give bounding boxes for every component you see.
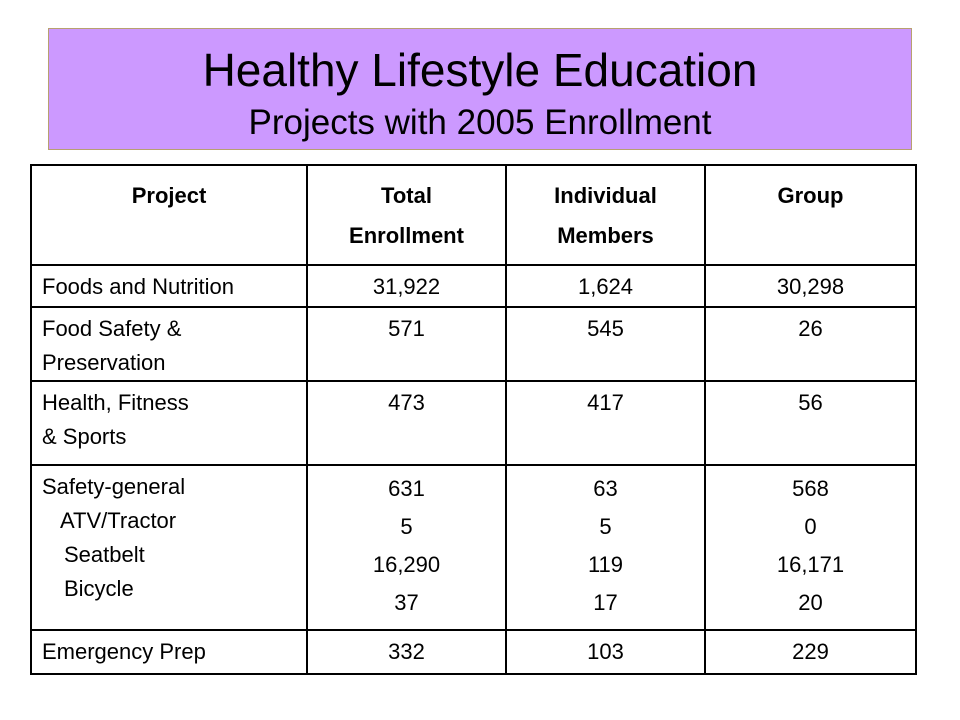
header-individual-members: Individual Members: [505, 164, 706, 266]
individual-members-cell: 1,624: [505, 264, 706, 308]
individual-members-cell: 417: [505, 380, 706, 466]
project-cell: Foods and Nutrition: [30, 264, 308, 308]
project-cell: Health, Fitness & Sports: [30, 380, 308, 466]
header-total-enrollment: Total Enrollment: [306, 164, 507, 266]
table-row: Safety-general ATV/Tractor Seatbelt Bicy…: [30, 464, 917, 631]
total-enrollment-cell: 631 5 16,290 37: [306, 464, 507, 631]
group-cell: 56: [704, 380, 917, 466]
total-enrollment-cell: 473: [306, 380, 507, 466]
table-row: Emergency Prep 332 103 229: [30, 629, 917, 675]
table-row: Foods and Nutrition 31,922 1,624 30,298: [30, 264, 917, 308]
header-project: Project: [30, 164, 308, 266]
header-group: Group: [704, 164, 917, 266]
individual-members-cell: 103: [505, 629, 706, 675]
total-enrollment-cell: 332: [306, 629, 507, 675]
group-cell: 26: [704, 306, 917, 382]
individual-members-cell: 545: [505, 306, 706, 382]
enrollment-table: Project Total Enrollment Individual Memb…: [30, 164, 917, 675]
project-cell: Food Safety & Preservation: [30, 306, 308, 382]
group-cell: 568 0 16,171 20: [704, 464, 917, 631]
project-cell: Safety-general ATV/Tractor Seatbelt Bicy…: [30, 464, 308, 631]
group-cell: 229: [704, 629, 917, 675]
table-header-row: Project Total Enrollment Individual Memb…: [30, 164, 917, 266]
total-enrollment-cell: 571: [306, 306, 507, 382]
total-enrollment-cell: 31,922: [306, 264, 507, 308]
table-row: Health, Fitness & Sports 473 417 56: [30, 380, 917, 466]
individual-members-cell: 63 5 119 17: [505, 464, 706, 631]
group-cell: 30,298: [704, 264, 917, 308]
table-row: Food Safety & Preservation 571 545 26: [30, 306, 917, 382]
page-title: Healthy Lifestyle Education: [202, 44, 758, 96]
project-cell: Emergency Prep: [30, 629, 308, 675]
page-subtitle: Projects with 2005 Enrollment: [248, 103, 712, 142]
title-banner: Healthy Lifestyle Education Projects wit…: [48, 28, 912, 150]
